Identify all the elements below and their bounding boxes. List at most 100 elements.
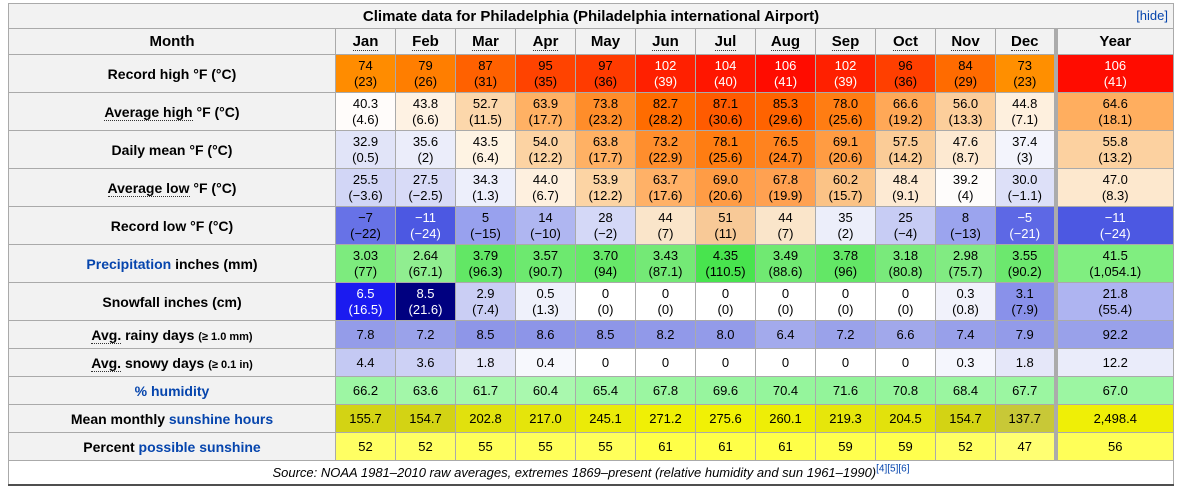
cell-sunshine-hours-may: 245.1 xyxy=(575,404,636,433)
cell-average-high-jun: 82.7 (28.2) xyxy=(635,92,696,131)
cell-precipitation-may: 3.70 (94) xyxy=(575,244,636,283)
sunshine-hours-link[interactable]: sunshine hours xyxy=(168,410,274,427)
cell-snowfall-jan: 6.5 (16.5) xyxy=(335,282,396,321)
cell-snowfall-jul: 0 (0) xyxy=(695,282,756,321)
cell-average-high-jan: 40.3 (4.6) xyxy=(335,92,396,131)
possible-sunshine-link[interactable]: possible sunshine xyxy=(138,438,261,455)
source-row: Source: NOAA 1981–2010 raw averages, ext… xyxy=(8,460,1174,485)
cell-average-low-nov: 39.2 (4) xyxy=(935,168,996,207)
cell-snowy-days-jan: 4.4 xyxy=(335,348,396,377)
cell-record-high-feb: 79 (26) xyxy=(395,54,456,93)
cell-daily-mean-apr: 54.0 (12.2) xyxy=(515,130,576,169)
cell-snowy-days-jun: 0 xyxy=(635,348,696,377)
cell-humidity-jul: 69.6 xyxy=(695,376,756,405)
cell-daily-mean-nov: 47.6 (8.7) xyxy=(935,130,996,169)
cell-rainy-days-dec: 7.9 xyxy=(995,320,1056,349)
cell-snowfall-jun: 0 (0) xyxy=(635,282,696,321)
cell-possible-sunshine-jul: 61 xyxy=(695,432,756,461)
cell-record-high-dec: 73 (23) xyxy=(995,54,1056,93)
record-low-label-text: Record low °F (°C) xyxy=(110,217,234,234)
cell-daily-mean-aug: 76.5 (24.7) xyxy=(755,130,816,169)
cell-possible-sunshine-sep: 59 xyxy=(815,432,876,461)
reference-link[interactable]: [4] xyxy=(876,463,888,475)
cell-average-high-aug: 85.3 (29.6) xyxy=(755,92,816,131)
month-header-nov: Nov xyxy=(935,28,996,55)
row-record-low: Record low °F (°C) −7 (−22) −11 (−24) 5 (−15) 1… xyxy=(8,206,1174,245)
cell-record-low-jun: 44 (7) xyxy=(635,206,696,245)
cell-sunshine-hours-nov: 154.7 xyxy=(935,404,996,433)
row-label-rainy-days: Avg. rainy days (≥ 1.0 mm) xyxy=(8,320,336,349)
cell-record-low-may: 28 (−2) xyxy=(575,206,636,245)
reference-link[interactable]: [5] xyxy=(887,463,899,475)
possible-sunshine-label-text: Percent xyxy=(83,438,139,455)
row-label-snowy-days: Avg. snowy days (≥ 0.1 in) xyxy=(8,348,336,377)
cell-humidity-year: 67.0 xyxy=(1053,376,1174,405)
month-header-dec: Dec xyxy=(995,28,1056,55)
average-low-label-text: Average low xyxy=(107,179,190,197)
row-record-high: Record high °F (°C) 74 (23) 79 (26) 87 (31) 95(… xyxy=(8,54,1174,93)
cell-record-low-nov: 8 (−13) xyxy=(935,206,996,245)
daily-mean-label-text: Daily mean °F (°C) xyxy=(111,141,233,158)
cell-possible-sunshine-aug: 61 xyxy=(755,432,816,461)
cell-snowfall-apr: 0.5 (1.3) xyxy=(515,282,576,321)
cell-snowy-days-aug: 0 xyxy=(755,348,816,377)
row-average-high: Average high °F (°C) 40.3 (4.6) 43.8 (6.6) 52… xyxy=(8,92,1174,131)
cell-humidity-nov: 68.4 xyxy=(935,376,996,405)
row-label-possible-sunshine: Percent possible sunshine xyxy=(8,432,336,461)
cell-possible-sunshine-mar: 55 xyxy=(455,432,516,461)
cell-snowfall-dec: 3.1 (7.9) xyxy=(995,282,1056,321)
cell-rainy-days-oct: 6.6 xyxy=(875,320,936,349)
reference-link[interactable]: [6] xyxy=(898,463,910,475)
cell-rainy-days-year: 92.2 xyxy=(1053,320,1174,349)
row-label-daily-mean: Daily mean °F (°C) xyxy=(8,130,336,169)
cell-precipitation-aug: 3.49 (88.6) xyxy=(755,244,816,283)
cell-humidity-apr: 60.4 xyxy=(515,376,576,405)
cell-rainy-days-apr: 8.6 xyxy=(515,320,576,349)
cell-precipitation-jul: 4.35 (110.5) xyxy=(695,244,756,283)
cell-sunshine-hours-year: 2,498.4 xyxy=(1053,404,1174,433)
cell-snowfall-may: 0 (0) xyxy=(575,282,636,321)
cell-precipitation-jan: 3.03 (77) xyxy=(335,244,396,283)
humidity-link[interactable]: % humidity xyxy=(134,382,210,399)
cell-record-low-apr: 14 (−10) xyxy=(515,206,576,245)
cell-average-high-dec: 44.8 (7.1) xyxy=(995,92,1056,131)
cell-record-high-jun: 102 (39) xyxy=(635,54,696,93)
cell-average-low-jan: 25.5 (−3.6) xyxy=(335,168,396,207)
row-possible-sunshine: Percent possible sunshine 52 52 55 55 55 61 61 6… xyxy=(8,432,1174,461)
cell-average-low-sep: 60.2 (15.7) xyxy=(815,168,876,207)
cell-sunshine-hours-aug: 260.1 xyxy=(755,404,816,433)
cell-record-high-jan: 74 (23) xyxy=(335,54,396,93)
cell-snowfall-nov: 0.3 (0.8) xyxy=(935,282,996,321)
cell-record-low-oct: 25 (−4) xyxy=(875,206,936,245)
year-header: Year xyxy=(1053,28,1174,55)
cell-rainy-days-feb: 7.2 xyxy=(395,320,456,349)
cell-record-high-apr: 95 (35) xyxy=(515,54,576,93)
cell-snowfall-oct: 0 (0) xyxy=(875,282,936,321)
cell-possible-sunshine-jan: 52 xyxy=(335,432,396,461)
cell-daily-mean-mar: 43.5 (6.4) xyxy=(455,130,516,169)
month-header-aug: Aug xyxy=(755,28,816,55)
cell-sunshine-hours-jul: 275.6 xyxy=(695,404,756,433)
row-label-average-low: Average low °F (°C) xyxy=(8,168,336,207)
rainy-days-label-text: (≥ 1.0 mm) xyxy=(198,330,253,343)
cell-record-high-oct: 96 (36) xyxy=(875,54,936,93)
cell-sunshine-hours-jun: 271.2 xyxy=(635,404,696,433)
cell-record-low-year: −11 (−24) xyxy=(1053,206,1174,245)
cell-sunshine-hours-oct: 204.5 xyxy=(875,404,936,433)
cell-average-high-jul: 87.1 (30.6) xyxy=(695,92,756,131)
cell-snowy-days-may: 0 xyxy=(575,348,636,377)
cell-record-high-mar: 87 (31) xyxy=(455,54,516,93)
cell-record-low-dec: −5 (−21) xyxy=(995,206,1056,245)
cell-rainy-days-jan: 7.8 xyxy=(335,320,396,349)
month-header-jan: Jan xyxy=(335,28,396,55)
cell-record-high-jul: 104 (40) xyxy=(695,54,756,93)
row-snowfall: Snowfall inches (cm) 6.5 (16.5) 8.5 (21.6) 2.… xyxy=(8,282,1174,321)
cell-sunshine-hours-dec: 137.7 xyxy=(995,404,1056,433)
cell-precipitation-dec: 3.55 (90.2) xyxy=(995,244,1056,283)
precipitation-link[interactable]: Precipitation xyxy=(86,255,172,272)
hide-link[interactable]: [hide] xyxy=(1136,8,1168,23)
cell-sunshine-hours-apr: 217.0 xyxy=(515,404,576,433)
month-header-feb: Feb xyxy=(395,28,456,55)
month-header-oct: Oct xyxy=(875,28,936,55)
cell-possible-sunshine-jun: 61 xyxy=(635,432,696,461)
